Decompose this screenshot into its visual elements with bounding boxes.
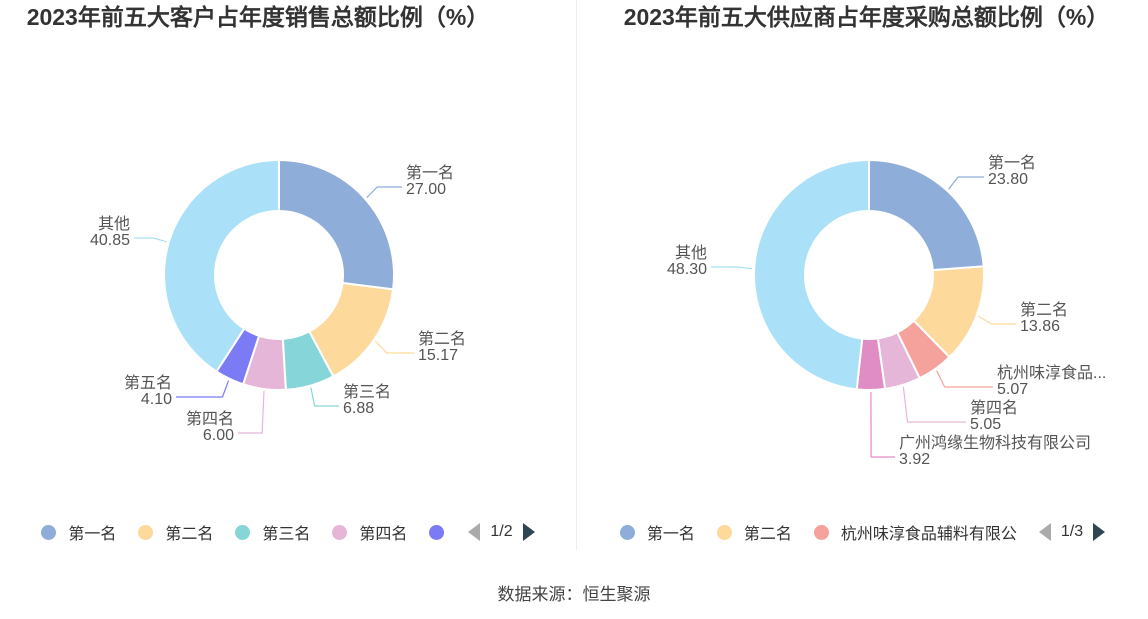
legend-item-3[interactable]: 第三名 [235,520,310,544]
panel-divider [576,0,577,550]
slice-label-value-4: 5.05 [970,416,1001,433]
legend-item-1[interactable]: 第一名 [619,520,695,544]
legend-marker-icon [235,524,251,540]
leader-line-3 [310,387,339,407]
leader-line-1 [948,176,984,190]
legend-marker-icon [138,524,154,540]
slice-label-value-3: 6.88 [343,400,374,417]
legend-label: 杭州味淳食品辅料有限公 [840,526,1017,543]
leader-line-2 [978,315,1016,325]
supplier-chart-panel: 2023年前五大供应商占年度采购总额比例（%） 第一名 23.80 第二名 13.86… [577,0,1148,550]
legend-label: 第一名 [68,526,117,543]
slice-label-value-2: 15.17 [418,347,458,364]
donut-slice-6[interactable] [753,158,870,391]
supplier-chart-legend: 第一名 第二名 杭州味淳食品辅料有限公 1/3 [577,518,1148,546]
legend-page-indicator: 1/3 [1060,523,1084,540]
legend-prev-page-icon[interactable] [1038,523,1051,541]
legend-item-3[interactable]: 杭州味淳食品辅料有限公 [813,520,1017,544]
legend-pager: 1/3 [1038,523,1106,541]
legend-next-page-icon[interactable] [522,523,535,541]
slice-label-name-1: 第一名 [406,164,454,182]
slice-label-name-6: 其他 [675,244,707,262]
legend-next-page-icon[interactable] [1093,523,1106,541]
leader-line-6 [134,237,167,243]
legend-marker-icon [41,524,57,540]
leader-line-4 [902,386,966,423]
slice-label-name-3: 第三名 [343,383,391,401]
legend-page-indicator: 1/2 [490,523,513,540]
slice-label-name-5: 广州鸿缘生物科技有限公司 [899,434,1091,452]
customer-chart-title: 2023年前五大客户占年度销售总额比例（%） [26,4,490,30]
legend-label: 第二名 [743,526,792,543]
donut-slice-1[interactable] [868,158,985,272]
slice-label-value-6: 40.85 [90,232,130,249]
slice-label-name-1: 第一名 [988,154,1036,172]
legend-item-4[interactable]: 第四名 [332,520,407,544]
legend-label: 第二名 [165,526,214,543]
leader-line-5 [176,380,230,398]
legend-label: 第一名 [646,526,695,543]
customer-chart-panel: 2023年前五大客户占年度销售总额比例（%） 第一名 27.00 第二名 15.17 第… [0,0,576,550]
slice-label-name-6: 其他 [98,215,130,233]
slice-label-value-6: 48.30 [667,261,707,278]
slice-label-value-3: 5.07 [997,381,1028,398]
legend-marker-icon [813,524,829,540]
legend-label: 第三名 [262,526,311,543]
slice-label-name-5: 第五名 [124,374,172,392]
donut-slice-6[interactable] [163,158,280,373]
slice-label-name-4: 第四名 [970,399,1018,417]
slice-label-value-2: 13.86 [1020,318,1060,335]
slice-label-value-1: 23.80 [988,171,1028,188]
legend-marker-icon [619,524,635,540]
legend-label: 第四名 [359,526,408,543]
supplier-chart-title: 2023年前五大供应商占年度采购总额比例（%） [623,4,1110,30]
legend-marker-icon [716,524,732,540]
leader-line-4 [238,391,265,434]
slice-label-value-5: 3.92 [899,451,930,468]
slice-label-value-5: 4.10 [141,391,172,408]
legend-pager: 1/2 [468,523,535,541]
customer-chart-legend: 第一名 第二名 第三名 第四名 1/2 [0,518,576,546]
slice-label-name-3: 杭州味淳食品... [997,364,1106,382]
legend-item-5[interactable] [429,524,456,540]
slice-label-value-1: 27.00 [406,181,446,198]
legend-item-1[interactable]: 第一名 [41,520,116,544]
slice-label-name-2: 第二名 [418,330,466,348]
legend-item-2[interactable]: 第二名 [716,520,792,544]
slice-label-name-4: 第四名 [186,410,234,428]
legend-marker-icon [429,524,445,540]
leader-line-3 [936,370,993,388]
legend-prev-page-icon[interactable] [468,523,481,541]
legend-marker-icon [332,524,348,540]
slice-label-name-2: 第二名 [1020,301,1068,319]
leader-line-2 [374,340,414,354]
leader-line-6 [711,266,753,270]
leader-line-5 [870,391,895,458]
legend-item-2[interactable]: 第二名 [138,520,213,544]
slice-label-value-4: 6.00 [203,427,234,444]
leader-line-1 [366,186,402,199]
donut-slice-1[interactable] [278,158,395,291]
data-source-caption: 数据来源：恒生聚源 [497,585,651,604]
